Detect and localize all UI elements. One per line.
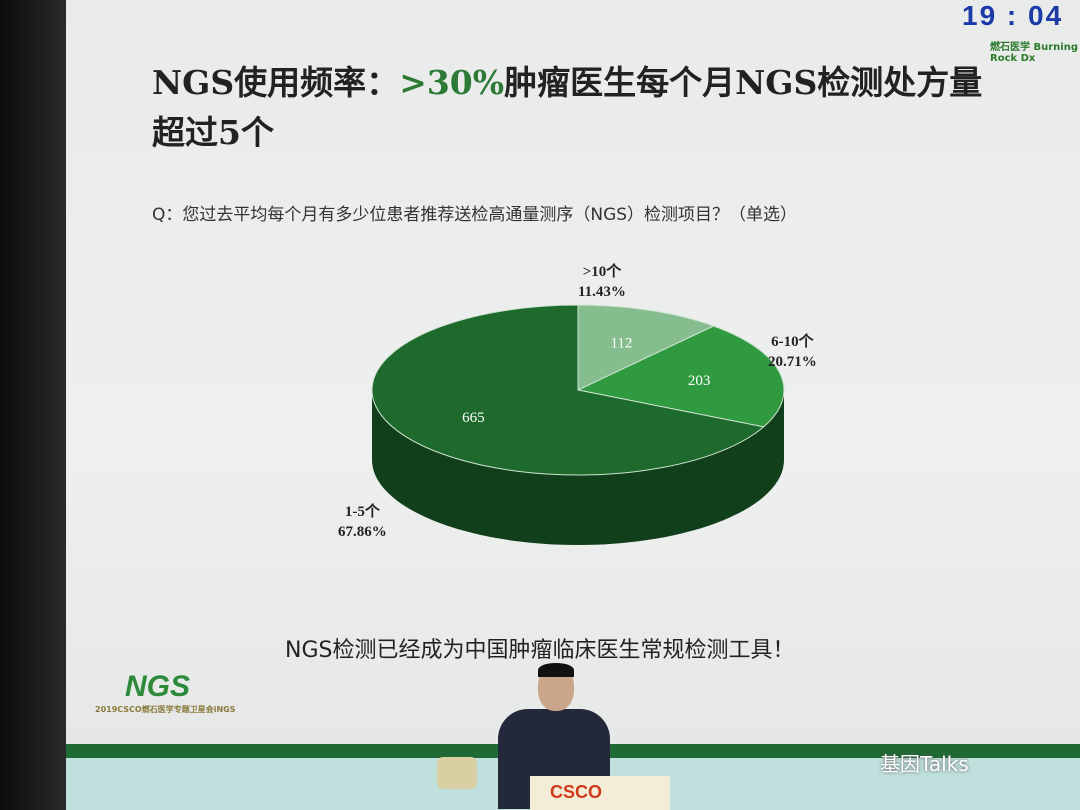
question: Q：您过去平均每个月有多少位患者推荐送检高通量测序（NGS）检测项目？（单选） xyxy=(152,205,798,225)
title-prefix: NGS使用频率： xyxy=(152,63,400,102)
title-suffix: 肿瘤医生每个月NGS检测处方量超过5个 xyxy=(152,63,983,152)
clock: 19 : 04 xyxy=(962,0,1064,31)
event-logo: NGS 2019CSCO燃石医学专题卫星会iNGS xyxy=(95,670,235,715)
podium-text: CSCO xyxy=(550,782,603,802)
conclusion: NGS检测已经成为中国肿瘤临床医生常规检测工具！ xyxy=(285,638,795,663)
label-gt10: >10个 11.43% xyxy=(578,262,626,302)
slice-value-label: 112 xyxy=(610,335,632,351)
category-label: 6-10个 xyxy=(771,334,814,350)
pie-slice xyxy=(577,304,715,391)
slice-value-label: 203 xyxy=(688,373,711,389)
slice-value-label: 665 xyxy=(462,410,485,426)
logo-subtitle: 2019CSCO燃石医学专题卫星会iNGS xyxy=(95,705,236,714)
percent-label: 20.71% xyxy=(768,354,817,370)
camera xyxy=(437,757,477,789)
category-label: >10个 xyxy=(582,264,622,280)
percent-label: 67.86% xyxy=(338,524,387,540)
pie-slice xyxy=(371,304,765,476)
percent-label: 11.43% xyxy=(578,284,626,300)
label-1-5: 1-5个 67.86% xyxy=(338,502,387,542)
title-highlight: >30% xyxy=(399,63,505,102)
brand-logo: 燃石医学 Burning Rock Dx xyxy=(990,42,1078,64)
podium: CSCO xyxy=(530,776,670,810)
logo-text: NGS xyxy=(125,670,191,703)
slide-title: NGS使用频率：>30%肿瘤医生每个月NGS检测处方量超过5个 xyxy=(152,58,1012,158)
watermark: 基因Talks xyxy=(880,752,969,776)
label-6-10: 6-10个 20.71% xyxy=(768,332,817,372)
pie-slice xyxy=(576,325,785,428)
category-label: 1-5个 xyxy=(344,504,380,520)
dark-edge xyxy=(0,0,66,810)
